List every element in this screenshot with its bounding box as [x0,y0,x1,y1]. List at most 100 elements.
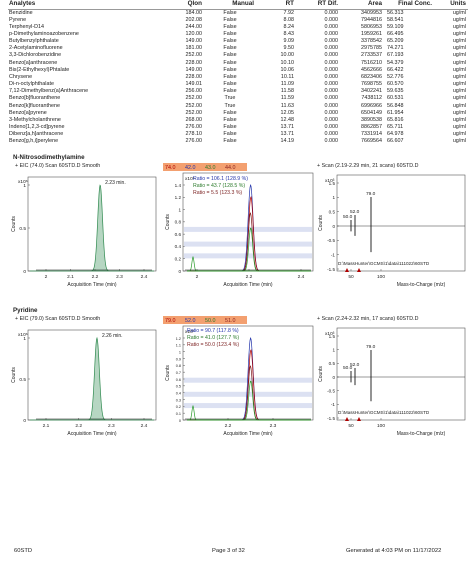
peak-label: 2.23 min. [105,180,126,186]
tick-label: 0.9 [176,357,181,361]
table-cell: 7944816 [361,16,382,23]
table-cell: Indeno[1,2,3-cd]pyrene [9,124,65,130]
table-cell: 3,3-Dichlorobenzidine [9,52,62,59]
table-cell: 54.379 [387,59,404,66]
tick-label: 1.5 [329,334,336,339]
table-cell: False [223,81,237,88]
table-cell: False [223,138,237,145]
table-cell: ug/ml [452,16,466,23]
table-cell: ug/ml [452,52,466,59]
table-cell: 0.000 [324,9,339,16]
tick-label: 0 [179,419,181,423]
tick-label: 2.3 [108,423,115,429]
table-cell: 61.954 [387,109,404,116]
ratio-label: Ratio = 41.0 (127.7 %) [187,335,240,341]
tick-label: 1.4 [175,183,182,188]
data-path: D:\MassHunter\GCMS\1\data\111022\60STD [338,410,430,415]
table-cell: 9.50 [283,45,295,52]
minor-peak [187,404,311,421]
minor-peak [187,255,311,272]
table-cell: 65.209 [387,38,404,45]
table-cell: ug/ml [452,59,466,66]
table-row: p-Dimethylaminoazobenzene 120.00 False 8.43… [8,31,468,38]
table-cell: 59.109 [387,23,404,30]
table-row: Di-n-octylphthalate 149.01 False 11.09 0.000… [8,81,468,88]
tick-label: 2.2 [246,274,253,280]
table-cell: False [223,38,237,45]
table-row: Bis(2-Ethylhexyl)Phtalate 149.00 False 10.0… [8,67,468,74]
tick-label: -1.5 [327,267,335,272]
table-cell: ug/ml [452,9,466,16]
ratio-label: Ratio = 43.7 (128.5 %) [193,183,246,189]
ratio-band [184,226,312,232]
table-cell: 1959261 [361,30,382,37]
tick-label: 2.2 [75,423,82,429]
table-cell: 0.000 [324,59,339,66]
axis-ylabel: Counts [318,215,324,231]
table-cell: 12.48 [280,116,295,123]
table-cell: 0.000 [324,38,339,45]
table-cell: 9.09 [283,38,295,45]
tick-label: 0.5 [19,226,26,232]
ion-label: 74.0 [165,165,176,171]
peak-label: 50.0 [343,365,353,371]
axis-xlabel: Mass-to-Charge (m/z) [397,282,446,288]
tick-label: 2.3 [116,274,123,280]
tick-label: 2 [196,274,199,280]
table-cell: 11.59 [280,95,294,102]
tick-label: 2.3 [270,423,277,429]
table-cell: 252.00 [185,109,203,116]
tick-label: 1.1 [176,344,181,348]
table-row: Dibenz[a,h]anthracene 278.10 False 13.71 0.0… [8,131,468,138]
table-cell: 64.978 [387,131,404,138]
ion-panel: 74.0 42.0 43.0 44.0 Counts x10⁶ 1.4 1.2 1 0.8 0.6 0… [163,163,315,295]
column-header: Manual [204,0,256,10]
axis-exponent: x10⁶ [18,179,28,185]
table-row: Benzidine 184.00 False 7.92 0.000 3409953 56.3… [8,9,468,17]
tick-label: 1 [332,195,335,200]
table-cell: ug/ml [452,81,466,88]
table-cell: 74.271 [387,45,404,52]
ratio-label: Ratio = 90.7 (117.8 %) [187,328,239,334]
column-header: RT [256,0,296,10]
ratio-label: Ratio = 5.5 (123.3 %) [193,190,243,196]
tick-label: 0 [23,269,26,275]
table-cell: 2975785 [361,45,382,52]
tick-label: 2.4 [141,423,148,429]
table-cell: 0.000 [324,45,339,52]
tick-label: 2.2 [225,423,232,429]
table-cell: 0.000 [324,81,339,88]
table-cell: 0.000 [324,116,339,123]
table-cell: False [223,124,237,130]
table-cell: Benzo[b]fluoranthene [9,95,61,102]
ion-label: 51.0 [225,318,236,324]
footer-page: Page 3 of 32 [212,548,245,554]
table-cell: 6823406 [361,73,382,80]
table-cell: 0.000 [324,138,339,145]
ion-label: 42.0 [185,165,196,171]
table-cell: Chrysene [9,73,33,80]
eic-panel: + EIC (79.0) Scan 60STD.D Smooth Counts x… [8,316,163,444]
table-cell: 13.71 [280,124,295,130]
table-cell: ug/ml [452,23,466,30]
mz-marker [345,268,349,272]
tick-label: 0.3 [176,398,181,402]
peak-label: 50.0 [343,214,353,220]
tick-label: 1.5 [329,181,336,186]
table-cell: ug/ml [452,45,466,52]
tick-label: 0.5 [329,209,336,214]
table-cell: 56.848 [387,102,404,109]
axis-ylabel: Counts [165,365,171,381]
table-row: Benzo[a]pyrene 252.00 False 12.05 0.000 65041… [8,110,468,117]
table-header: Analytes QIon Manual RT RT Dif. Area Final Con… [8,0,468,10]
table-row: Benzo[k]fluoranthene 252.00 True 11.63 0.000… [8,103,468,110]
table-cell: False [223,66,237,73]
tick-label: 0.5 [19,377,26,383]
section-title: Pyridine [13,307,38,314]
table-cell: 11.58 [280,88,294,95]
tick-label: 0.2 [175,257,182,262]
table-cell: ug/ml [452,73,466,80]
